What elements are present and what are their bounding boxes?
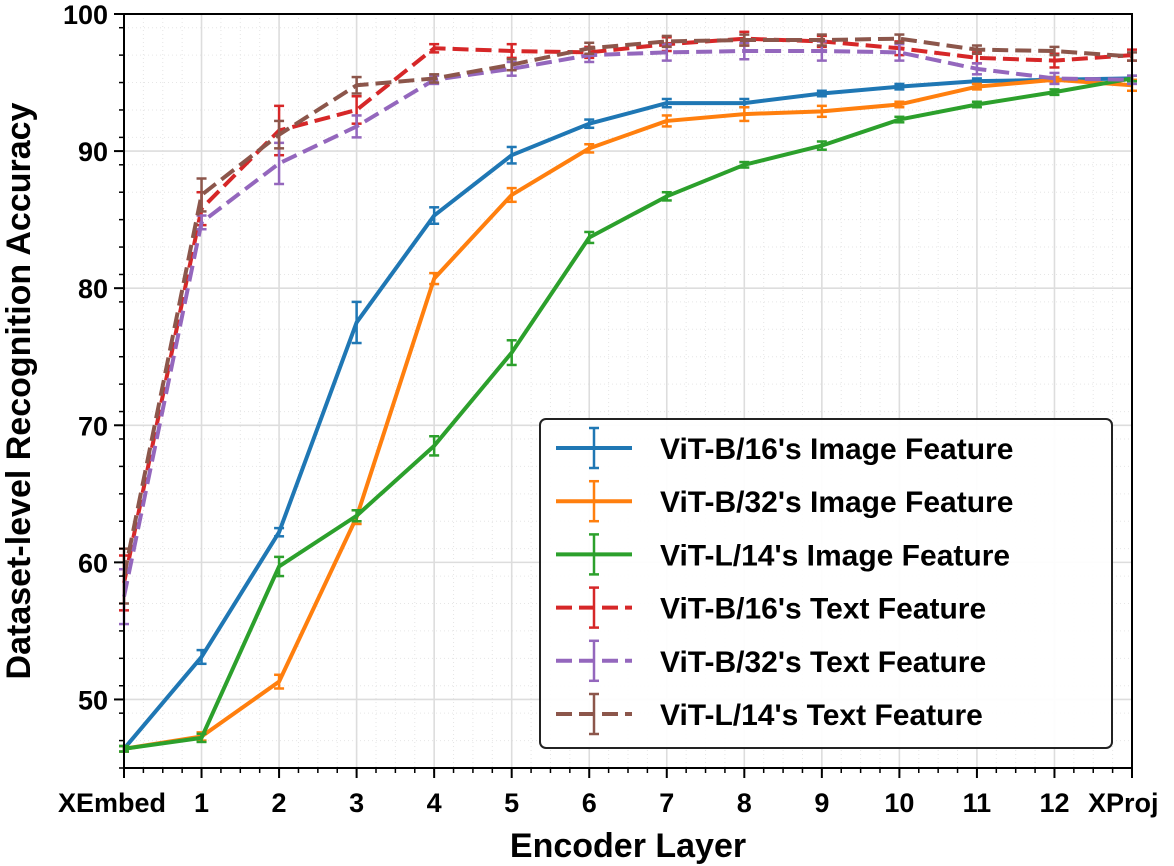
error-bar: [661, 114, 672, 128]
series-3: [119, 74, 1137, 753]
error-bar: [429, 206, 440, 225]
series-line: [123, 76, 1133, 751]
x-tick-label: 8: [737, 788, 752, 818]
error-bar: [429, 271, 440, 286]
x-tick-label: 5: [504, 788, 519, 818]
series-line: [122, 76, 1133, 751]
legend-box: [539, 418, 1113, 749]
error-bar: [816, 140, 827, 151]
error-bar: [274, 555, 285, 578]
legend-label: ViT-B/16's Text Feature: [660, 593, 986, 626]
y-tick-label: 80: [78, 274, 108, 304]
error-bar: [661, 190, 672, 202]
error-bar: [1049, 45, 1060, 57]
error-bar: [584, 142, 595, 154]
series-2: [119, 75, 1137, 753]
x-tick-label: 1: [194, 788, 209, 818]
legend-label: ViT-L/14's Text Feature: [660, 699, 983, 732]
error-bar: [1049, 88, 1060, 97]
legend-entry: ViT-B/32's Image Feature: [556, 479, 1013, 523]
error-bar: [429, 434, 440, 457]
x-tick-label: 7: [659, 788, 674, 818]
error-bar: [739, 105, 750, 123]
y-tick-label: 90: [78, 137, 108, 167]
x-tick-label: 10: [884, 788, 914, 818]
error-bar: [506, 186, 517, 204]
legend: ViT-B/16's Image Feature ViT-B/32's Image…: [539, 418, 1113, 749]
series-line: [122, 36, 1133, 584]
error-bar: [584, 230, 595, 245]
y-axis-label: Dataset-level Recognition Accuracy: [0, 102, 38, 679]
error-bar: [429, 73, 440, 84]
error-bar: [739, 160, 750, 169]
legend-entry: ViT-L/14's Image Feature: [556, 533, 1010, 576]
series-6: [119, 33, 1137, 605]
legend-label: ViT-B/16's Image Feature: [660, 433, 1013, 466]
error-bar: [894, 33, 905, 45]
error-bar: [506, 339, 517, 367]
error-bar: [661, 34, 672, 49]
error-bar: [816, 89, 827, 98]
error-bar: [506, 145, 517, 165]
error-bar: [429, 42, 440, 54]
error-bar: [816, 104, 827, 119]
error-bar: [584, 118, 595, 130]
error-bar: [274, 526, 285, 538]
x-tick-label: 9: [814, 788, 829, 818]
x-tick-label: 12: [1039, 788, 1069, 818]
error-bar: [894, 115, 905, 124]
error-bar: [971, 100, 982, 109]
error-bar: [506, 57, 517, 72]
legend-label: ViT-B/32's Text Feature: [660, 646, 986, 679]
x-tick-label: 6: [582, 788, 597, 818]
x-tick-label: 2: [272, 788, 287, 818]
x-tick-label: XEmbed: [58, 788, 166, 818]
error-bar: [196, 177, 207, 213]
series-line: [122, 49, 1133, 598]
y-tick-label: 60: [78, 548, 108, 578]
x-tick-label: XProj: [1088, 788, 1159, 818]
series-layer: [119, 30, 1137, 753]
x-tick-label: 4: [427, 788, 442, 818]
x-tick-label: 11: [963, 788, 992, 818]
error-bar: [816, 33, 827, 47]
error-bar: [351, 509, 362, 523]
x-tick-label: 3: [349, 788, 364, 818]
error-bar: [274, 119, 285, 150]
error-bar: [351, 300, 362, 345]
legend-entry: ViT-B/16's Image Feature: [556, 426, 1013, 470]
error-bar: [894, 42, 905, 62]
error-bar: [739, 33, 750, 47]
error-bar: [1049, 71, 1060, 86]
error-bar: [584, 41, 595, 56]
error-bar: [351, 114, 362, 139]
legend-label: ViT-B/32's Image Feature: [660, 486, 1013, 519]
y-tick-label: 100: [63, 0, 108, 30]
series-line: [122, 36, 1133, 577]
y-tick-label: 70: [78, 411, 108, 441]
legend-entry: ViT-B/16's Text Feature: [556, 586, 986, 629]
series-line: [123, 77, 1133, 751]
legend-entry: ViT-L/14's Text Feature: [556, 692, 983, 736]
y-tick-label: 50: [78, 685, 108, 715]
error-bar: [971, 62, 982, 76]
error-bar: [274, 673, 285, 690]
error-bar: [351, 75, 362, 95]
x-axis-label: Encoder Layer: [510, 827, 746, 865]
error-bar: [196, 732, 207, 744]
error-bar: [661, 97, 672, 109]
error-bar: [506, 42, 517, 60]
legend-label: ViT-L/14's Image Feature: [660, 539, 1010, 572]
error-bar: [894, 82, 905, 91]
error-bar: [971, 44, 982, 56]
error-bar: [196, 648, 207, 666]
error-bar: [971, 82, 982, 91]
error-bar: [894, 100, 905, 109]
legend-entry: ViT-B/32's Text Feature: [556, 639, 986, 683]
